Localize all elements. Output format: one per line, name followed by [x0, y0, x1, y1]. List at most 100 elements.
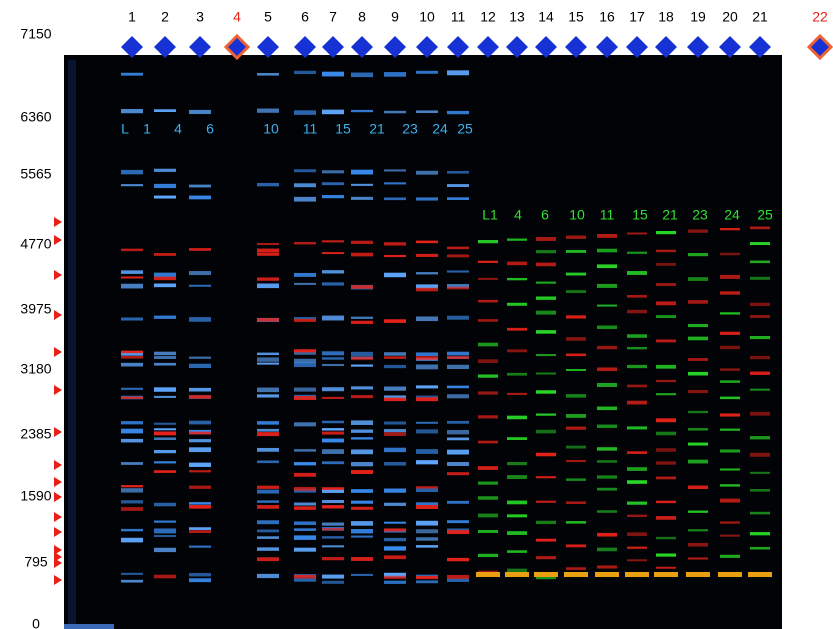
band [536, 263, 556, 267]
band [627, 467, 647, 471]
band [625, 572, 649, 577]
band [121, 356, 143, 359]
band [416, 71, 438, 74]
band [189, 530, 211, 533]
band [351, 521, 373, 526]
lane-marker[interactable] [506, 36, 528, 58]
size-marker [54, 492, 62, 502]
band [507, 278, 527, 280]
band [189, 527, 211, 530]
lane-number: 12 [480, 9, 496, 25]
lane-marker[interactable] [322, 36, 344, 58]
lane-marker[interactable] [477, 36, 499, 58]
lane-marker[interactable] [655, 36, 677, 58]
band [597, 367, 617, 371]
lane-marker[interactable] [416, 36, 438, 58]
lane-number: 8 [358, 9, 366, 25]
band [121, 500, 143, 503]
lane-number: 20 [722, 9, 738, 25]
lane-marker[interactable] [687, 36, 709, 58]
lane-marker[interactable] [749, 36, 771, 58]
band [597, 460, 617, 462]
band [597, 249, 617, 253]
lane-marker[interactable] [121, 36, 143, 58]
band [656, 448, 676, 452]
lane-marker[interactable] [257, 36, 279, 58]
band [294, 503, 316, 506]
band [416, 488, 438, 492]
band [121, 270, 143, 274]
lane-marker[interactable] [226, 36, 248, 58]
lane-marker[interactable] [447, 36, 469, 58]
band [351, 321, 373, 324]
band [536, 430, 556, 434]
lane-marker[interactable] [351, 36, 373, 58]
band [536, 354, 556, 356]
band [121, 485, 143, 487]
band [294, 449, 316, 451]
band [351, 501, 373, 504]
band [720, 291, 740, 294]
band [750, 389, 770, 391]
band [294, 388, 316, 392]
band [536, 296, 556, 299]
band [351, 197, 373, 200]
band [322, 252, 344, 254]
band [294, 487, 316, 491]
band [189, 578, 211, 582]
band [688, 428, 708, 430]
band [121, 388, 143, 390]
size-label: 6360 [20, 109, 51, 125]
band [416, 364, 438, 369]
band [351, 557, 373, 561]
lane-marker[interactable] [626, 36, 648, 58]
lane-marker[interactable] [565, 36, 587, 58]
lane-marker[interactable] [809, 36, 831, 58]
lane-marker[interactable] [294, 36, 316, 58]
band [447, 462, 469, 466]
band [322, 387, 344, 391]
band [294, 349, 316, 352]
band [189, 470, 211, 472]
lane-marker[interactable] [384, 36, 406, 58]
band [351, 395, 373, 398]
lane-marker[interactable] [596, 36, 618, 58]
lane-label: 4 [514, 207, 522, 223]
band [121, 429, 143, 434]
band [750, 436, 770, 439]
band [257, 520, 279, 524]
band [507, 393, 527, 395]
band [189, 486, 211, 489]
band [536, 501, 556, 503]
band [121, 73, 143, 76]
band [627, 515, 647, 517]
size-marker [54, 575, 62, 585]
band [416, 171, 438, 175]
band [322, 195, 344, 198]
lane-marker[interactable] [535, 36, 557, 58]
band [447, 386, 469, 389]
band [566, 354, 586, 357]
band [294, 319, 316, 322]
band [121, 462, 143, 465]
band [257, 574, 279, 578]
band [536, 556, 556, 559]
band [322, 500, 344, 503]
lane-marker[interactable] [189, 36, 211, 58]
band [566, 478, 586, 480]
band [121, 284, 143, 289]
band [566, 337, 586, 341]
band [154, 461, 176, 463]
band [189, 388, 211, 392]
band [750, 472, 770, 474]
band [688, 300, 708, 304]
band [322, 110, 344, 115]
size-marker [54, 235, 62, 245]
band [351, 529, 373, 533]
lane-label: 24 [432, 121, 448, 137]
band [322, 505, 344, 508]
band [688, 337, 708, 341]
lane-marker[interactable] [719, 36, 741, 58]
lane-marker[interactable] [154, 36, 176, 58]
band [351, 437, 373, 439]
